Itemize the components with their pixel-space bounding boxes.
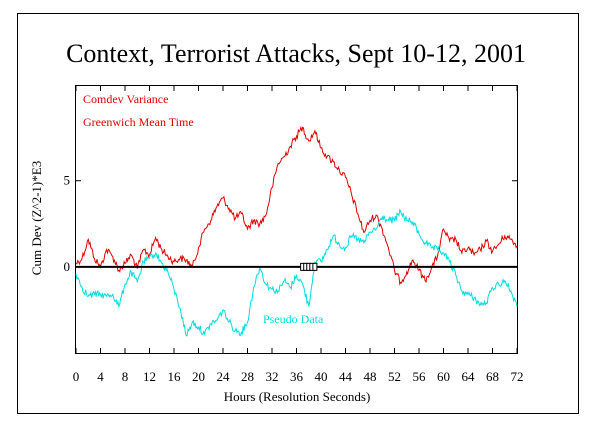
annotation-comdev-variance: Comdev Variance (83, 92, 168, 106)
x-tick-label: 60 (437, 369, 450, 384)
x-tick-label: 48 (364, 369, 377, 384)
x-tick-label: 24 (217, 369, 231, 384)
x-tick-label: 32 (266, 369, 279, 384)
y-tick-label: 0 (64, 259, 71, 274)
x-tick-label: 72 (511, 369, 524, 384)
x-tick-label: 20 (192, 369, 205, 384)
series-line-pseudo-data (75, 208, 518, 337)
x-tick-label: 36 (290, 369, 304, 384)
x-axis: 0 4 8 12 16 20 24 28 32 36 40 44 48 52 56 60 64 68 72 (73, 86, 524, 384)
x-axis-label: Hours (Resolution Seconds) (224, 389, 371, 404)
x-tick-label: 16 (168, 369, 182, 384)
event-marker (312, 262, 318, 271)
x-tick-label: 44 (339, 369, 353, 384)
x-tick-label: 4 (97, 369, 104, 384)
plot-area (75, 85, 518, 354)
y-axis-label: Cum Dev (Z^2-1)*E3 (29, 161, 44, 275)
annotation-pseudo-data: Pseudo Data (263, 312, 324, 326)
chart-title: Context, Terrorist Attacks, Sept 10-12, … (66, 39, 526, 68)
series-layer (75, 125, 518, 337)
event-markers (300, 262, 318, 271)
series-line-comdev-variance (75, 125, 518, 286)
x-tick-label: 64 (462, 369, 476, 384)
x-tick-label: 52 (388, 369, 401, 384)
x-tick-label: 12 (143, 369, 156, 384)
x-tick-label: 8 (122, 369, 129, 384)
x-tick-label: 68 (486, 369, 499, 384)
annotation-greenwich-mean-time: Greenwich Mean Time (83, 115, 194, 129)
x-tick-label: 56 (413, 369, 427, 384)
x-tick-label: 28 (241, 369, 254, 384)
y-axis: 05 (64, 173, 517, 274)
y-tick-label: 5 (64, 173, 71, 188)
x-tick-label: 0 (73, 369, 80, 384)
outer-frame (17, 13, 579, 414)
x-tick-label: 40 (315, 369, 328, 384)
